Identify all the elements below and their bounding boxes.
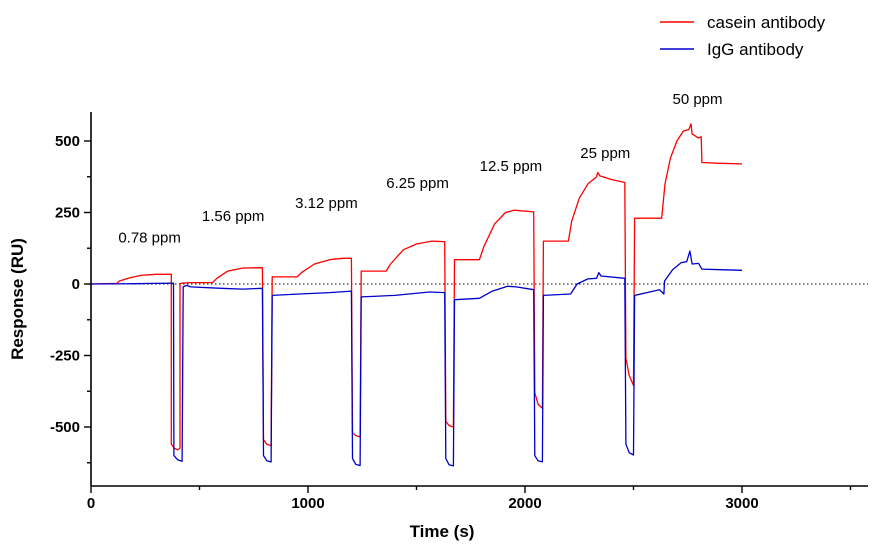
plot-area	[90, 123, 868, 467]
axes: 0 1000 2000 3000 500 250 0 -250 -500 Time (s) Resp…	[8, 112, 868, 541]
concentration-label: 0.78 ppm	[118, 230, 181, 247]
annotations: 0.78 ppm 1.56 ppm 3.12 ppm 6.25 ppm 12.5 ppm…	[118, 91, 722, 247]
y-tick-label: 0	[72, 276, 80, 293]
concentration-label: 25 ppm	[580, 145, 630, 162]
legend-label-igg: IgG antibody	[707, 40, 804, 59]
x-tick-label: 1000	[291, 495, 324, 512]
legend-label-casein: casein antibody	[707, 13, 826, 32]
y-tick-label: 250	[55, 205, 80, 222]
series-line-igg	[90, 250, 743, 467]
x-tick-label: 0	[87, 495, 95, 512]
x-tick-label: 3000	[725, 495, 758, 512]
concentration-label: 3.12 ppm	[295, 195, 358, 212]
y-tick-label: -500	[50, 419, 80, 436]
concentration-label: 6.25 ppm	[386, 175, 449, 192]
y-axis-title: Response (RU)	[8, 238, 27, 360]
concentration-label: 50 ppm	[672, 91, 722, 108]
series-line-casein	[90, 123, 743, 451]
legend: casein antibody IgG antibody	[660, 13, 826, 59]
y-tick-label: 500	[55, 133, 80, 150]
concentration-label: 12.5 ppm	[480, 158, 543, 175]
y-tick-label: -250	[50, 348, 80, 365]
x-axis-title: Time (s)	[410, 522, 475, 541]
concentration-label: 1.56 ppm	[202, 208, 265, 225]
x-tick-label: 2000	[508, 495, 541, 512]
